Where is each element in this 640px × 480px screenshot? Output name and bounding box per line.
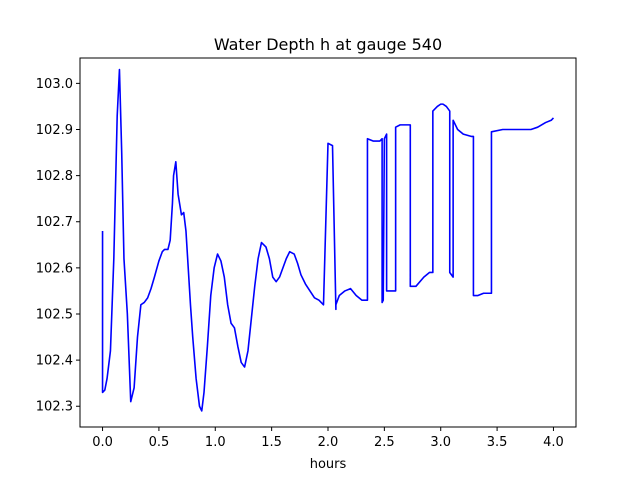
plot-content: [101, 68, 555, 412]
y-tick-label: 102.3: [36, 400, 73, 415]
x-tick-label: 1.0: [205, 435, 226, 450]
x-tick-label: 0.0: [92, 435, 113, 450]
x-axis-label: hours: [310, 457, 347, 472]
y-tick-label: 102.4: [36, 354, 73, 369]
y-tick-label: 103.0: [36, 77, 73, 92]
x-tick-label: 4.0: [543, 435, 564, 450]
x-tick-label: 2.5: [374, 435, 395, 450]
x-tick-label: 2.0: [318, 435, 339, 450]
chart-title: Water Depth h at gauge 540: [214, 35, 442, 54]
y-tick-label: 102.5: [36, 307, 73, 322]
x-tick-label: 1.5: [261, 435, 282, 450]
y-tick-label: 102.8: [36, 169, 73, 184]
x-tick-label: 3.5: [487, 435, 508, 450]
plot-frame: [79, 57, 577, 428]
y-axis-ticks: 102.3 102.4 102.5 102.6 102.7 102.8 102.9 103.0: [36, 77, 80, 415]
x-axis-ticks: 0.0 0.5 1.0 1.5 2.0 2.5 3.0 3.5 4.0: [92, 427, 564, 450]
y-tick-label: 102.7: [36, 215, 73, 230]
x-tick-label: 3.0: [430, 435, 451, 450]
y-tick-label: 102.6: [36, 261, 73, 276]
y-tick-label: 102.9: [36, 123, 73, 138]
x-tick-label: 0.5: [149, 435, 170, 450]
series-line-0: [101, 68, 555, 412]
